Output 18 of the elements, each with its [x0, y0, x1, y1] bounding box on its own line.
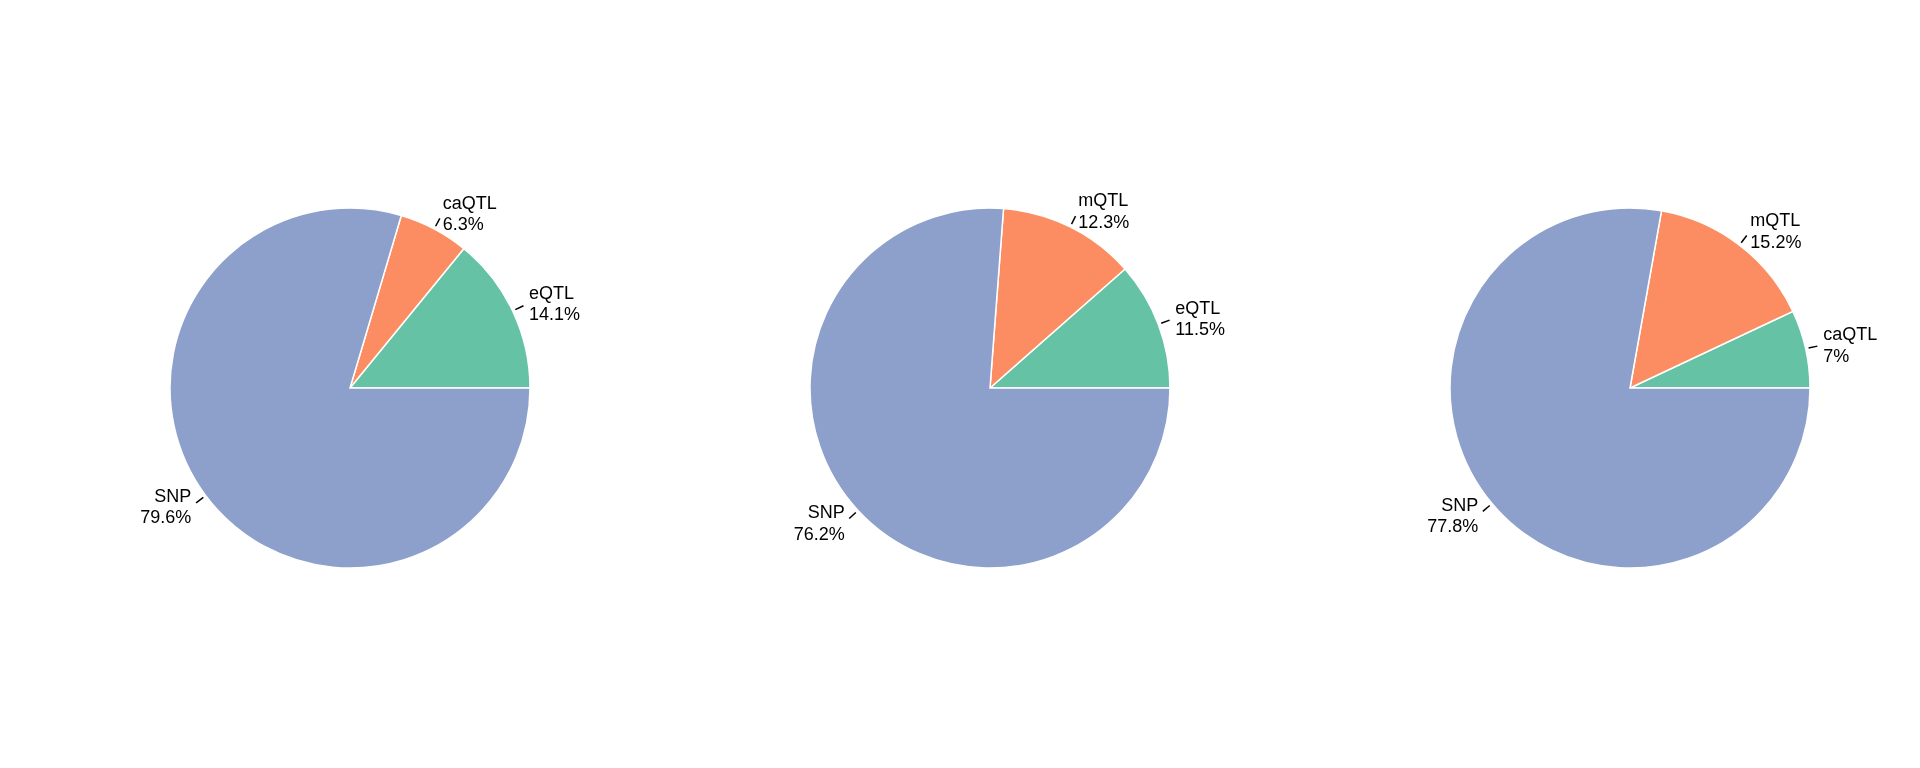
slice-label: eQTL — [1175, 297, 1221, 318]
data-label: 77.8% — [1427, 516, 1479, 537]
data-label: 15.2% — [1750, 231, 1802, 252]
slice-label: mQTL — [1078, 190, 1129, 211]
data-label: 14.1% — [528, 304, 580, 325]
data-label: 76.2% — [793, 523, 845, 544]
data-label: 6.3% — [442, 214, 484, 235]
data-label: 7% — [1823, 345, 1850, 366]
slice-label: caQTL — [1823, 324, 1878, 345]
data-label: 79.6% — [140, 507, 192, 528]
slice-label: eQTL — [528, 282, 574, 303]
slice-label: SNP — [1441, 494, 1479, 515]
slice-label: mQTL — [1750, 210, 1801, 231]
slice-label: SNP — [807, 502, 845, 523]
slice-label: SNP — [154, 485, 192, 506]
slice-label: caQTL — [442, 192, 497, 213]
data-label: 11.5% — [1175, 319, 1225, 340]
data-label: 12.3% — [1078, 211, 1130, 232]
